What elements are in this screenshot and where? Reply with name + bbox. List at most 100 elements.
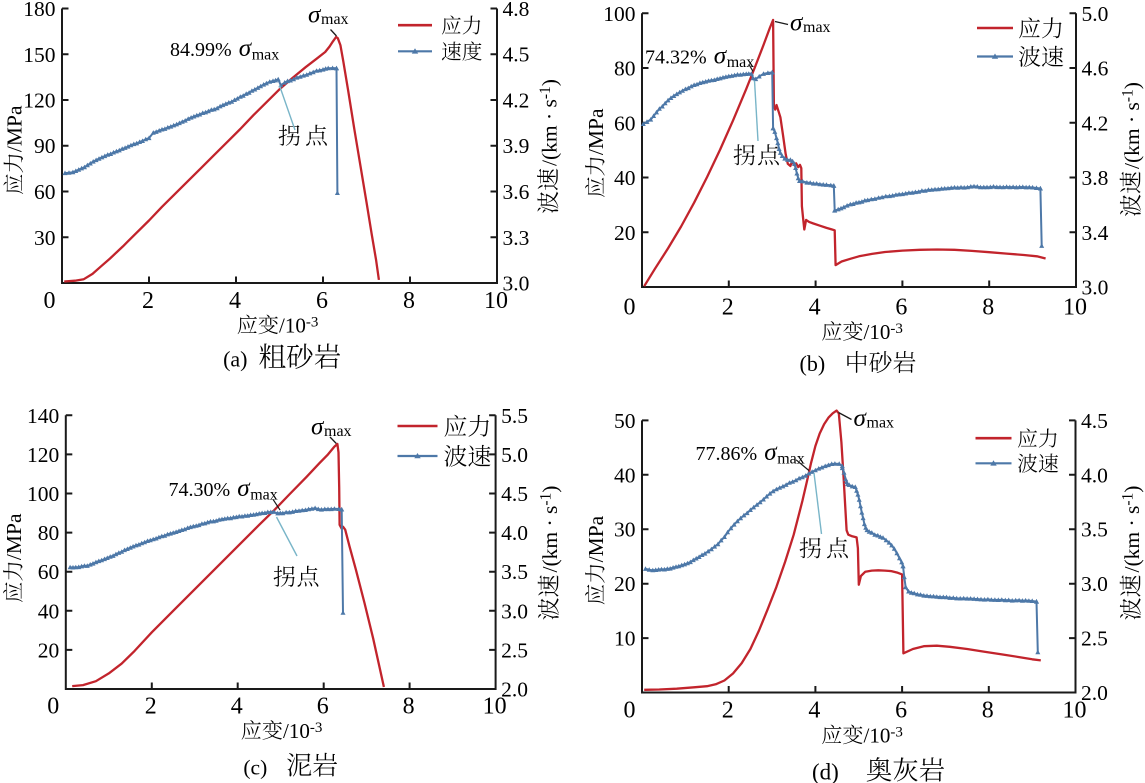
svg-text:40: 40 xyxy=(38,599,60,623)
svg-text:100: 100 xyxy=(27,482,59,506)
svg-text:6: 6 xyxy=(316,288,328,314)
svg-text:4.0: 4.0 xyxy=(501,521,528,545)
svg-text:2: 2 xyxy=(722,698,734,724)
svg-text:4.2: 4.2 xyxy=(1082,111,1109,135)
svg-text:/MPa: /MPa xyxy=(3,105,27,152)
svg-text:90: 90 xyxy=(34,134,56,158)
svg-text:σ: σ xyxy=(764,439,778,466)
svg-text:(c): (c) xyxy=(243,756,267,780)
svg-text:74.32%: 74.32% xyxy=(645,47,707,69)
svg-text:0: 0 xyxy=(624,295,636,321)
svg-text:80: 80 xyxy=(614,57,636,81)
svg-text:4.2: 4.2 xyxy=(503,89,530,113)
svg-text:/MPa: /MPa xyxy=(584,108,608,155)
svg-text:3.5: 3.5 xyxy=(501,560,528,584)
svg-text:60: 60 xyxy=(34,180,56,204)
svg-text:/MPa: /MPa xyxy=(584,515,608,562)
svg-text:2.0: 2.0 xyxy=(501,678,528,702)
svg-text:8: 8 xyxy=(982,698,994,724)
svg-text:30: 30 xyxy=(34,226,56,250)
svg-text:40: 40 xyxy=(614,463,636,487)
svg-text:120: 120 xyxy=(27,443,59,467)
svg-text:74.30%: 74.30% xyxy=(169,479,231,501)
svg-text:σ: σ xyxy=(311,414,325,441)
svg-text:(d): (d) xyxy=(812,760,839,783)
svg-text:max: max xyxy=(321,11,349,28)
svg-text:3.0: 3.0 xyxy=(1081,572,1108,596)
svg-text:/MPa: /MPa xyxy=(2,513,26,560)
svg-text:4.6: 4.6 xyxy=(1082,57,1109,81)
svg-text:2: 2 xyxy=(145,694,157,720)
svg-text:0: 0 xyxy=(47,694,59,720)
svg-text:20: 20 xyxy=(614,221,636,245)
svg-text:3.5: 3.5 xyxy=(1081,518,1108,542)
svg-text:140: 140 xyxy=(27,404,59,428)
svg-text:4: 4 xyxy=(231,694,243,720)
svg-text:20: 20 xyxy=(614,572,636,596)
svg-text:6: 6 xyxy=(895,295,907,321)
svg-text:σ: σ xyxy=(714,43,728,70)
svg-text:120: 120 xyxy=(23,89,55,113)
svg-text:8: 8 xyxy=(403,288,415,314)
svg-text:150: 150 xyxy=(23,43,55,67)
svg-text:0: 0 xyxy=(44,288,56,314)
svg-text:3.4: 3.4 xyxy=(1082,221,1109,245)
svg-text:σ: σ xyxy=(790,10,804,37)
svg-text:max: max xyxy=(803,19,831,36)
svg-text:4: 4 xyxy=(229,288,241,314)
svg-text:60: 60 xyxy=(614,111,636,135)
svg-text:σ: σ xyxy=(237,475,251,502)
svg-text:0: 0 xyxy=(624,698,636,724)
svg-text:4.5: 4.5 xyxy=(501,482,528,506)
svg-text:2.0: 2.0 xyxy=(1081,681,1108,705)
svg-text:10: 10 xyxy=(1063,295,1087,321)
svg-text:8: 8 xyxy=(982,295,994,321)
svg-text:6: 6 xyxy=(895,698,907,724)
svg-text:2.5: 2.5 xyxy=(501,638,528,662)
svg-text:4.5: 4.5 xyxy=(503,43,530,67)
svg-text:20: 20 xyxy=(38,638,60,662)
svg-text:2.5: 2.5 xyxy=(1081,627,1108,651)
svg-text:10: 10 xyxy=(483,694,507,720)
svg-text:8: 8 xyxy=(403,694,415,720)
svg-text:max: max xyxy=(727,54,755,71)
svg-text:30: 30 xyxy=(614,518,636,542)
svg-text:10: 10 xyxy=(484,288,508,314)
svg-text:40: 40 xyxy=(614,166,636,190)
svg-text:10: 10 xyxy=(614,627,636,651)
svg-text:max: max xyxy=(867,415,895,432)
svg-text:3.9: 3.9 xyxy=(503,134,530,158)
svg-text:σ: σ xyxy=(308,2,322,29)
svg-text:(a): (a) xyxy=(223,347,247,372)
svg-text:80: 80 xyxy=(38,521,60,545)
svg-text:2: 2 xyxy=(142,288,154,314)
svg-text:3.6: 3.6 xyxy=(503,180,530,204)
svg-text:60: 60 xyxy=(38,560,60,584)
svg-text:σ: σ xyxy=(854,405,868,432)
svg-text:3.8: 3.8 xyxy=(1082,166,1109,190)
svg-text:3.0: 3.0 xyxy=(503,272,530,296)
svg-text:84.99%: 84.99% xyxy=(170,39,232,61)
svg-text:10: 10 xyxy=(1063,698,1087,724)
svg-text:4.5: 4.5 xyxy=(1081,409,1108,433)
svg-text:max: max xyxy=(252,47,280,64)
svg-text:180: 180 xyxy=(23,0,55,21)
svg-text:3.3: 3.3 xyxy=(503,226,530,250)
svg-text:4: 4 xyxy=(808,698,820,724)
svg-text:5.0: 5.0 xyxy=(1082,2,1109,26)
svg-text:5.5: 5.5 xyxy=(501,404,528,428)
svg-text:6: 6 xyxy=(317,694,329,720)
svg-text:max: max xyxy=(250,487,278,504)
svg-text:5.0: 5.0 xyxy=(501,443,528,467)
svg-text:max: max xyxy=(324,423,352,440)
svg-text:4: 4 xyxy=(809,295,821,321)
svg-text:4.8: 4.8 xyxy=(503,0,530,21)
svg-text:2: 2 xyxy=(722,295,734,321)
svg-text:(b): (b) xyxy=(800,351,826,376)
svg-text:100: 100 xyxy=(603,2,635,26)
svg-text:77.86%: 77.86% xyxy=(696,443,758,465)
svg-text:50: 50 xyxy=(614,409,636,433)
svg-text:4.0: 4.0 xyxy=(1081,463,1108,487)
svg-text:σ: σ xyxy=(239,35,253,62)
svg-text:3.0: 3.0 xyxy=(1082,276,1109,300)
